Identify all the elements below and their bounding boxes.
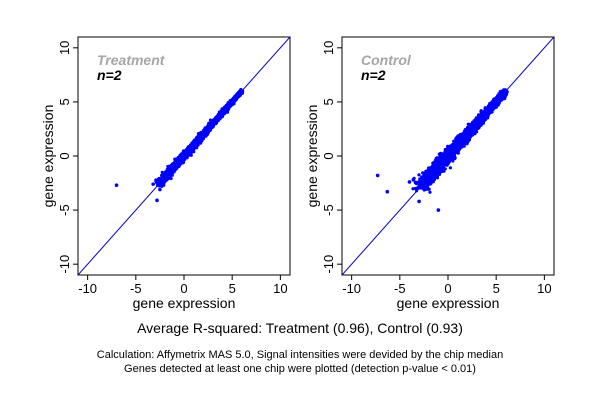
panel-0-y-axis-label: gene expression — [40, 105, 56, 208]
panel-0-point — [215, 115, 219, 119]
panel-0-y-tick-label: -5 — [57, 204, 72, 216]
panel-0-point — [192, 145, 196, 149]
panel-0-point — [198, 141, 202, 145]
panel-0-outlier-point — [114, 183, 119, 188]
panel-0-outlier-point — [151, 182, 155, 186]
panel-1-points — [375, 88, 509, 212]
panel-0-y-tick-label: -10 — [57, 255, 72, 274]
panel-0-point — [156, 183, 160, 187]
panel-0-y-tick-label: 0 — [57, 152, 72, 159]
panel-1-x-tick-label: 0 — [444, 281, 451, 296]
panel-0-point — [166, 174, 170, 178]
panel-1-x-tick-label: -10 — [342, 281, 361, 296]
panel-0-point — [169, 176, 173, 181]
panel-1-subtitle: n=2 — [361, 67, 386, 83]
panel-1-x-axis-label: gene expression — [397, 295, 500, 311]
panel-0-point — [192, 142, 196, 146]
panel-0-point — [189, 146, 193, 150]
panel-0-point — [205, 127, 209, 131]
panel-0-x-tick-label: -10 — [78, 281, 97, 296]
panel-1-y-tick-label: -5 — [321, 204, 336, 216]
panel-0-outlier-point — [154, 179, 158, 183]
panel-0-title: Treatment — [97, 52, 166, 68]
panel-0-point — [164, 173, 168, 177]
panel-0-x-tick-label: 5 — [229, 281, 236, 296]
panel-0-point — [180, 156, 184, 160]
panel-0-point — [170, 172, 174, 176]
panel-0-point — [234, 96, 238, 100]
panel-0-point — [214, 120, 218, 124]
panel-1-y-tick-label: 10 — [321, 41, 336, 55]
panel-1-point — [448, 166, 452, 170]
panel-0-point — [220, 111, 224, 115]
control-panel: -10 -5 0 5 10 -10 -5 0 5 10 gene expression gene ex… — [304, 36, 555, 311]
panel-0-subtitle: n=2 — [97, 67, 122, 83]
panel-1-x-tick-label: 10 — [537, 281, 551, 296]
panel-0-outlier-point — [155, 198, 159, 203]
panel-1-point — [417, 173, 421, 177]
panel-0-x-tick-label: 0 — [180, 281, 187, 296]
panel-0-point — [160, 184, 164, 188]
panel-1-point — [427, 187, 431, 191]
panel-0-point — [206, 130, 210, 134]
panel-0-point — [207, 125, 212, 129]
panel-0-x-tick-label: -5 — [130, 281, 142, 296]
panel-0-y-tick-label: 5 — [57, 98, 72, 105]
panel-0-point — [224, 106, 229, 110]
panel-1-y-tick-label: -10 — [321, 255, 336, 274]
panel-1-y-axis-label: gene expression — [304, 105, 320, 208]
panel-0-point — [240, 90, 244, 94]
panel-0-point — [178, 156, 182, 160]
panel-0-point — [162, 180, 166, 184]
panel-0-point — [170, 168, 174, 172]
panel-0-x-axis-label: gene expression — [133, 295, 236, 311]
panel-0-point — [199, 133, 203, 137]
panel-0-point — [157, 176, 161, 181]
panel-0-points — [114, 87, 245, 203]
panel-1-x-tick-label: -5 — [394, 281, 406, 296]
treatment-panel: -10 -5 0 5 10 -10 -5 0 5 10 gene expression gene ex… — [40, 36, 291, 311]
panel-1-y-tick-label: 0 — [321, 152, 336, 159]
panel-0-point — [238, 93, 242, 97]
panel-0-point — [216, 118, 220, 122]
panel-0-point — [173, 160, 178, 164]
panel-0-point — [218, 114, 222, 118]
panel-0-point — [172, 165, 176, 169]
panel-0-point — [183, 150, 187, 154]
panel-0-point — [177, 160, 181, 164]
panel-0-point — [172, 162, 176, 167]
panel-0-point — [183, 153, 187, 157]
panel-1-x-tick-label: 5 — [493, 281, 500, 296]
panel-0-point — [226, 103, 230, 107]
panel-0-point — [158, 181, 162, 185]
panel-0-x-tick-label: 10 — [273, 281, 287, 296]
panel-1-y-tick-label: 5 — [321, 98, 336, 105]
panel-0-point — [232, 100, 236, 104]
panel-0-outlier-point — [158, 187, 162, 192]
panel-0-point — [188, 148, 192, 153]
panel-0-point — [183, 155, 187, 159]
panel-0-point — [235, 93, 239, 97]
panel-0-point — [203, 131, 207, 135]
panel-0-y-tick-label: 10 — [57, 41, 72, 55]
panel-0-point — [195, 141, 199, 145]
panel-1-title: Control — [361, 52, 412, 68]
panel-0-point — [198, 137, 202, 141]
